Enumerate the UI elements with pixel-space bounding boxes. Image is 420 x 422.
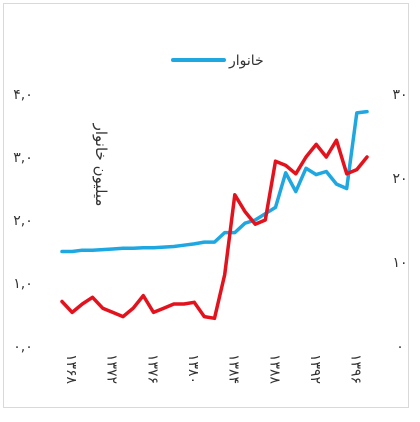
data-point	[213, 317, 216, 320]
data-point	[284, 171, 287, 174]
series-layer	[60, 109, 369, 321]
x-axis-tick-labels: ۱۳۶۸ ۱۳۷۲ ۱۳۷۶ ۱۳۸۰ ۱۳۸۴ ۱۳۸۸ ۱۳۹۲ ۱۳۹۶	[63, 354, 364, 385]
data-point	[345, 172, 348, 175]
data-point	[142, 246, 145, 249]
x-tick-label: ۱۳۷۲	[104, 354, 120, 384]
chart-frame	[3, 3, 409, 408]
x-tick-label: ۱۳۶۸	[63, 354, 79, 385]
data-point	[223, 231, 226, 234]
data-point	[213, 240, 216, 244]
data-point	[172, 302, 176, 306]
data-point	[91, 249, 94, 252]
data-point	[304, 167, 308, 170]
data-point	[172, 245, 176, 248]
legend-label-household: خانوار	[228, 53, 264, 69]
right-tick-label: ۱۰	[392, 255, 407, 271]
legend: خانوار	[171, 53, 264, 69]
data-point	[233, 193, 237, 196]
data-point	[355, 111, 359, 115]
data-point	[81, 249, 84, 252]
left-tick-label: ۲,۰	[13, 213, 33, 229]
right-tick-label: ۲۰	[392, 171, 407, 187]
data-point	[131, 247, 135, 250]
x-tick-label: ۱۳۹۶	[348, 354, 364, 384]
left-tick-label: ۴,۰	[13, 87, 33, 103]
data-point	[325, 170, 328, 173]
data-point	[274, 160, 277, 163]
x-tick-label: ۱۳۸۴	[226, 354, 242, 384]
data-point	[365, 110, 369, 113]
data-point	[101, 307, 104, 310]
data-point	[101, 248, 104, 251]
data-point	[162, 245, 165, 249]
data-point	[81, 302, 84, 306]
x-tick-label: ۱۳۸۰	[185, 354, 201, 384]
data-point	[284, 164, 287, 167]
data-point	[131, 307, 135, 310]
left-axis-tick-labels: ۰,۰ ۱,۰ ۲,۰ ۳,۰ ۴,۰	[13, 87, 33, 355]
data-point	[314, 173, 318, 176]
data-point	[60, 300, 64, 303]
right-tick-label: ۳۰	[392, 87, 407, 103]
data-point	[355, 168, 359, 171]
data-point	[243, 221, 247, 225]
data-point	[142, 294, 145, 297]
data-point	[335, 182, 338, 186]
data-point	[294, 190, 298, 193]
y-axis-label: میلیون خانوار	[92, 123, 110, 207]
data-point	[253, 218, 257, 222]
data-point	[121, 315, 125, 318]
left-tick-label: ۳,۰	[13, 150, 33, 166]
data-point	[152, 311, 155, 314]
data-point	[192, 301, 196, 304]
data-point	[264, 218, 267, 222]
data-point	[274, 206, 277, 209]
data-point	[223, 273, 226, 276]
data-point	[121, 247, 125, 250]
data-point	[203, 315, 206, 318]
data-point	[91, 296, 94, 299]
data-point	[243, 210, 247, 213]
data-point	[365, 155, 369, 159]
x-tick-label: ۱۳۸۸	[266, 354, 282, 385]
data-point	[162, 307, 165, 310]
data-point	[192, 242, 196, 246]
data-point	[233, 231, 237, 234]
data-point	[294, 172, 298, 175]
data-point	[70, 250, 74, 253]
right-axis-tick-labels: ۰ ۱۰ ۲۰ ۳۰	[392, 87, 407, 355]
data-point	[304, 155, 308, 159]
data-point	[345, 187, 348, 190]
data-point	[314, 143, 318, 146]
data-point	[182, 244, 186, 247]
right-tick-label: ۰	[396, 339, 404, 355]
left-tick-label: ۱,۰	[13, 276, 33, 292]
data-point	[203, 240, 206, 244]
data-point	[182, 302, 186, 306]
data-point	[253, 223, 257, 226]
data-point	[152, 246, 155, 249]
data-point	[111, 247, 115, 251]
data-point	[70, 311, 74, 314]
x-tick-label: ۱۳۹۲	[307, 354, 323, 384]
left-tick-label: ۰,۰	[13, 339, 33, 355]
data-point	[325, 155, 328, 159]
x-tick-label: ۱۳۷۶	[144, 354, 160, 384]
data-point	[111, 311, 115, 314]
data-point	[60, 250, 64, 253]
data-point	[335, 139, 338, 142]
